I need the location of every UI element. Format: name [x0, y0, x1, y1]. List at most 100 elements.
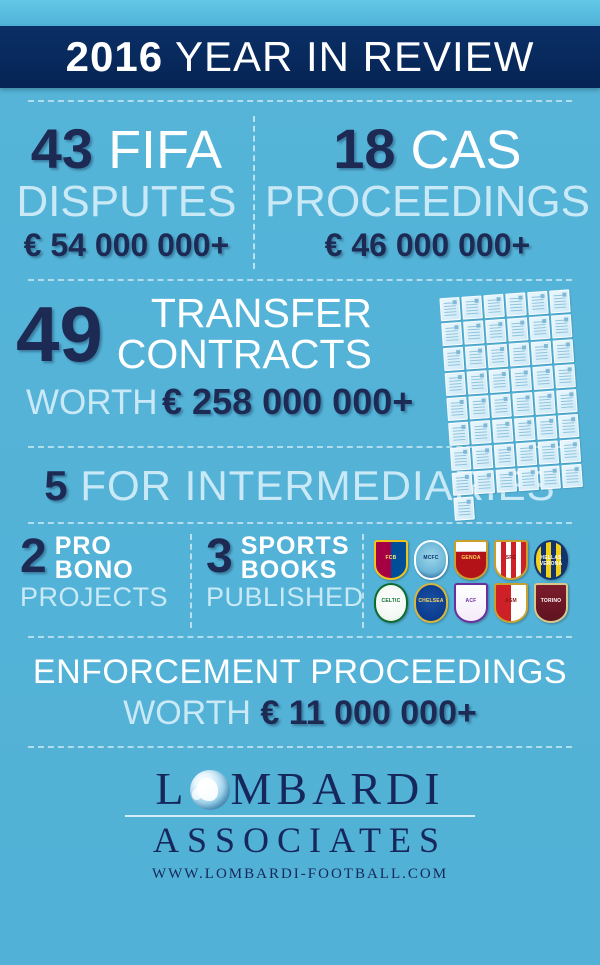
section-probono-books-clubs: 2 PRO BONO PROJECTS 3 SPORTS BOOKS PUBLI… [0, 524, 600, 636]
document-icon [554, 364, 576, 389]
books-count: 3 [206, 530, 233, 583]
cas-amount: € 46 000 000+ [324, 227, 531, 263]
logo-website-url[interactable]: WWW.LOMBARDI-FOOTBALL.COM [151, 866, 449, 882]
club-crest-acf-fiorentina: ACF [454, 582, 488, 623]
fifa-org-label: FIFA [108, 120, 223, 180]
fifa-sub-label: DISPUTES [16, 177, 237, 226]
section-fifa-cas: 43 FIFA DISPUTES € 54 000 000+ 18 CAS PR… [0, 102, 600, 279]
document-icon [471, 445, 494, 470]
cas-count: 18 [333, 117, 396, 180]
document-icon [495, 468, 518, 493]
header-subtitle: YEAR IN REVIEW [163, 33, 535, 80]
logo-subtitle: ASSOCIATES [152, 820, 448, 860]
enforcement-worth-label: WORTH [123, 694, 261, 732]
club-crest-gallery: FCB MCFC GENOA SFC HELLAS VERONA CELTIC CHELS… [364, 534, 600, 628]
company-logo[interactable]: L MBARDI ASSOCIATES WWW.LOMBARDI-FOOTBALL… [0, 748, 600, 885]
document-icon [527, 290, 549, 316]
enforcement-worth-line: WORTH € 11 000 000+ [0, 692, 600, 734]
books-words: SPORTS BOOKS [240, 532, 350, 584]
stat-fifa-disputes: 43 FIFA DISPUTES € 54 000 000+ [0, 116, 253, 269]
document-icon [473, 469, 496, 495]
document-icon [493, 443, 516, 468]
fifa-headline: 43 FIFA [10, 117, 243, 180]
pro-bono-headline: 2 PRO BONO [20, 530, 190, 584]
divider-after-transfer [28, 446, 572, 448]
club-crest-hellas-verona: HELLAS VERONA [534, 539, 568, 580]
club-crest-celtic-fc: CELTIC [374, 582, 408, 623]
document-icon [552, 339, 575, 364]
document-icon [439, 296, 461, 322]
pro-bono-word-1: PRO [54, 532, 112, 560]
transfer-text-block: 49 TRANSFER CONTRACTS WORTH € 258 000 00… [0, 293, 450, 423]
document-icon [466, 370, 489, 395]
section-transfer-contracts: 49 TRANSFER CONTRACTS WORTH € 258 000 00… [0, 281, 600, 521]
club-crest-sevilla-fc: SFC [494, 539, 528, 580]
logo-name-part-2: MBARDI [230, 763, 445, 814]
divider-after-fifa-cas [28, 279, 572, 281]
pro-bono-words: PRO BONO [54, 532, 134, 584]
document-icon [486, 343, 509, 369]
document-icon-grid [439, 288, 599, 521]
document-icon [449, 446, 472, 471]
club-crest-fc-barcelona: FCB [374, 539, 408, 580]
document-icon [461, 295, 483, 320]
document-icon [517, 466, 540, 492]
document-icon [550, 314, 573, 339]
document-icon [442, 346, 465, 372]
document-icon [532, 365, 554, 390]
divider-vertical-probono-books [190, 534, 192, 628]
header-banner: 2016 YEAR IN REVIEW [0, 26, 600, 88]
club-crest-label: FCB [385, 555, 397, 562]
document-icon [446, 396, 468, 422]
cas-sub-label: PROCEEDINGS [264, 177, 590, 226]
logo-name-part-1: L [155, 763, 189, 814]
document-icon [512, 392, 534, 417]
club-crest-label: HELLAS VERONA [539, 555, 563, 568]
document-icon [510, 367, 533, 392]
pro-bono-word-2: BONO [54, 556, 134, 584]
club-crest-row-top: FCB MCFC GENOA SFC HELLAS VERONA [374, 539, 600, 580]
globe-icon [189, 770, 230, 810]
cas-headline: 18 CAS [265, 117, 590, 180]
transfer-headline: 49 TRANSFER CONTRACTS [16, 293, 450, 375]
club-crest-label: MCFC [423, 555, 439, 562]
enforcement-amount: € 11 000 000+ [260, 694, 477, 732]
document-icon [485, 318, 507, 344]
books-word-2: BOOKS [240, 556, 338, 584]
document-icon [451, 471, 474, 496]
logo-wordmark: L MBARDI [155, 764, 444, 814]
club-crest-label: TORINO [540, 598, 562, 605]
club-crest-chelsea-fc: CHELSEA [414, 582, 448, 623]
document-icon [539, 465, 561, 490]
enforcement-title: ENFORCEMENT PROCEEDINGS [32, 653, 568, 691]
logo-divider-rule [125, 815, 475, 817]
fifa-count: 43 [30, 117, 94, 180]
books-word-1: SPORTS [240, 532, 350, 560]
document-icon [464, 345, 487, 370]
transfer-word-1: TRANSFER [150, 290, 372, 336]
transfer-word-2: CONTRACTS [116, 331, 372, 377]
header-year: 2016 [65, 33, 164, 80]
books-footer: PUBLISHED [206, 582, 364, 612]
club-crest-manchester-city: MCFC [414, 539, 448, 580]
document-icon [535, 415, 558, 440]
divider-after-clubs [28, 636, 572, 638]
document-icon [441, 321, 463, 347]
divider-before-logo [28, 746, 572, 748]
pro-bono-footer: PROJECTS [20, 582, 169, 612]
document-icon [557, 413, 580, 439]
document-icon [505, 292, 527, 317]
transfer-worth-line: WORTH € 258 000 000+ [16, 381, 450, 423]
document-icon [559, 438, 582, 464]
document-icon [561, 463, 583, 489]
document-icon [483, 293, 505, 319]
document-icon [492, 418, 514, 443]
document-icon [488, 368, 511, 394]
document-icon [444, 371, 467, 397]
fifa-amount: € 54 000 000+ [23, 227, 230, 263]
pro-bono-count: 2 [20, 530, 47, 583]
intermediaries-count: 5 [44, 462, 68, 509]
cas-org-label: CAS [410, 120, 522, 180]
document-icon [506, 317, 529, 342]
document-icon [508, 342, 531, 367]
